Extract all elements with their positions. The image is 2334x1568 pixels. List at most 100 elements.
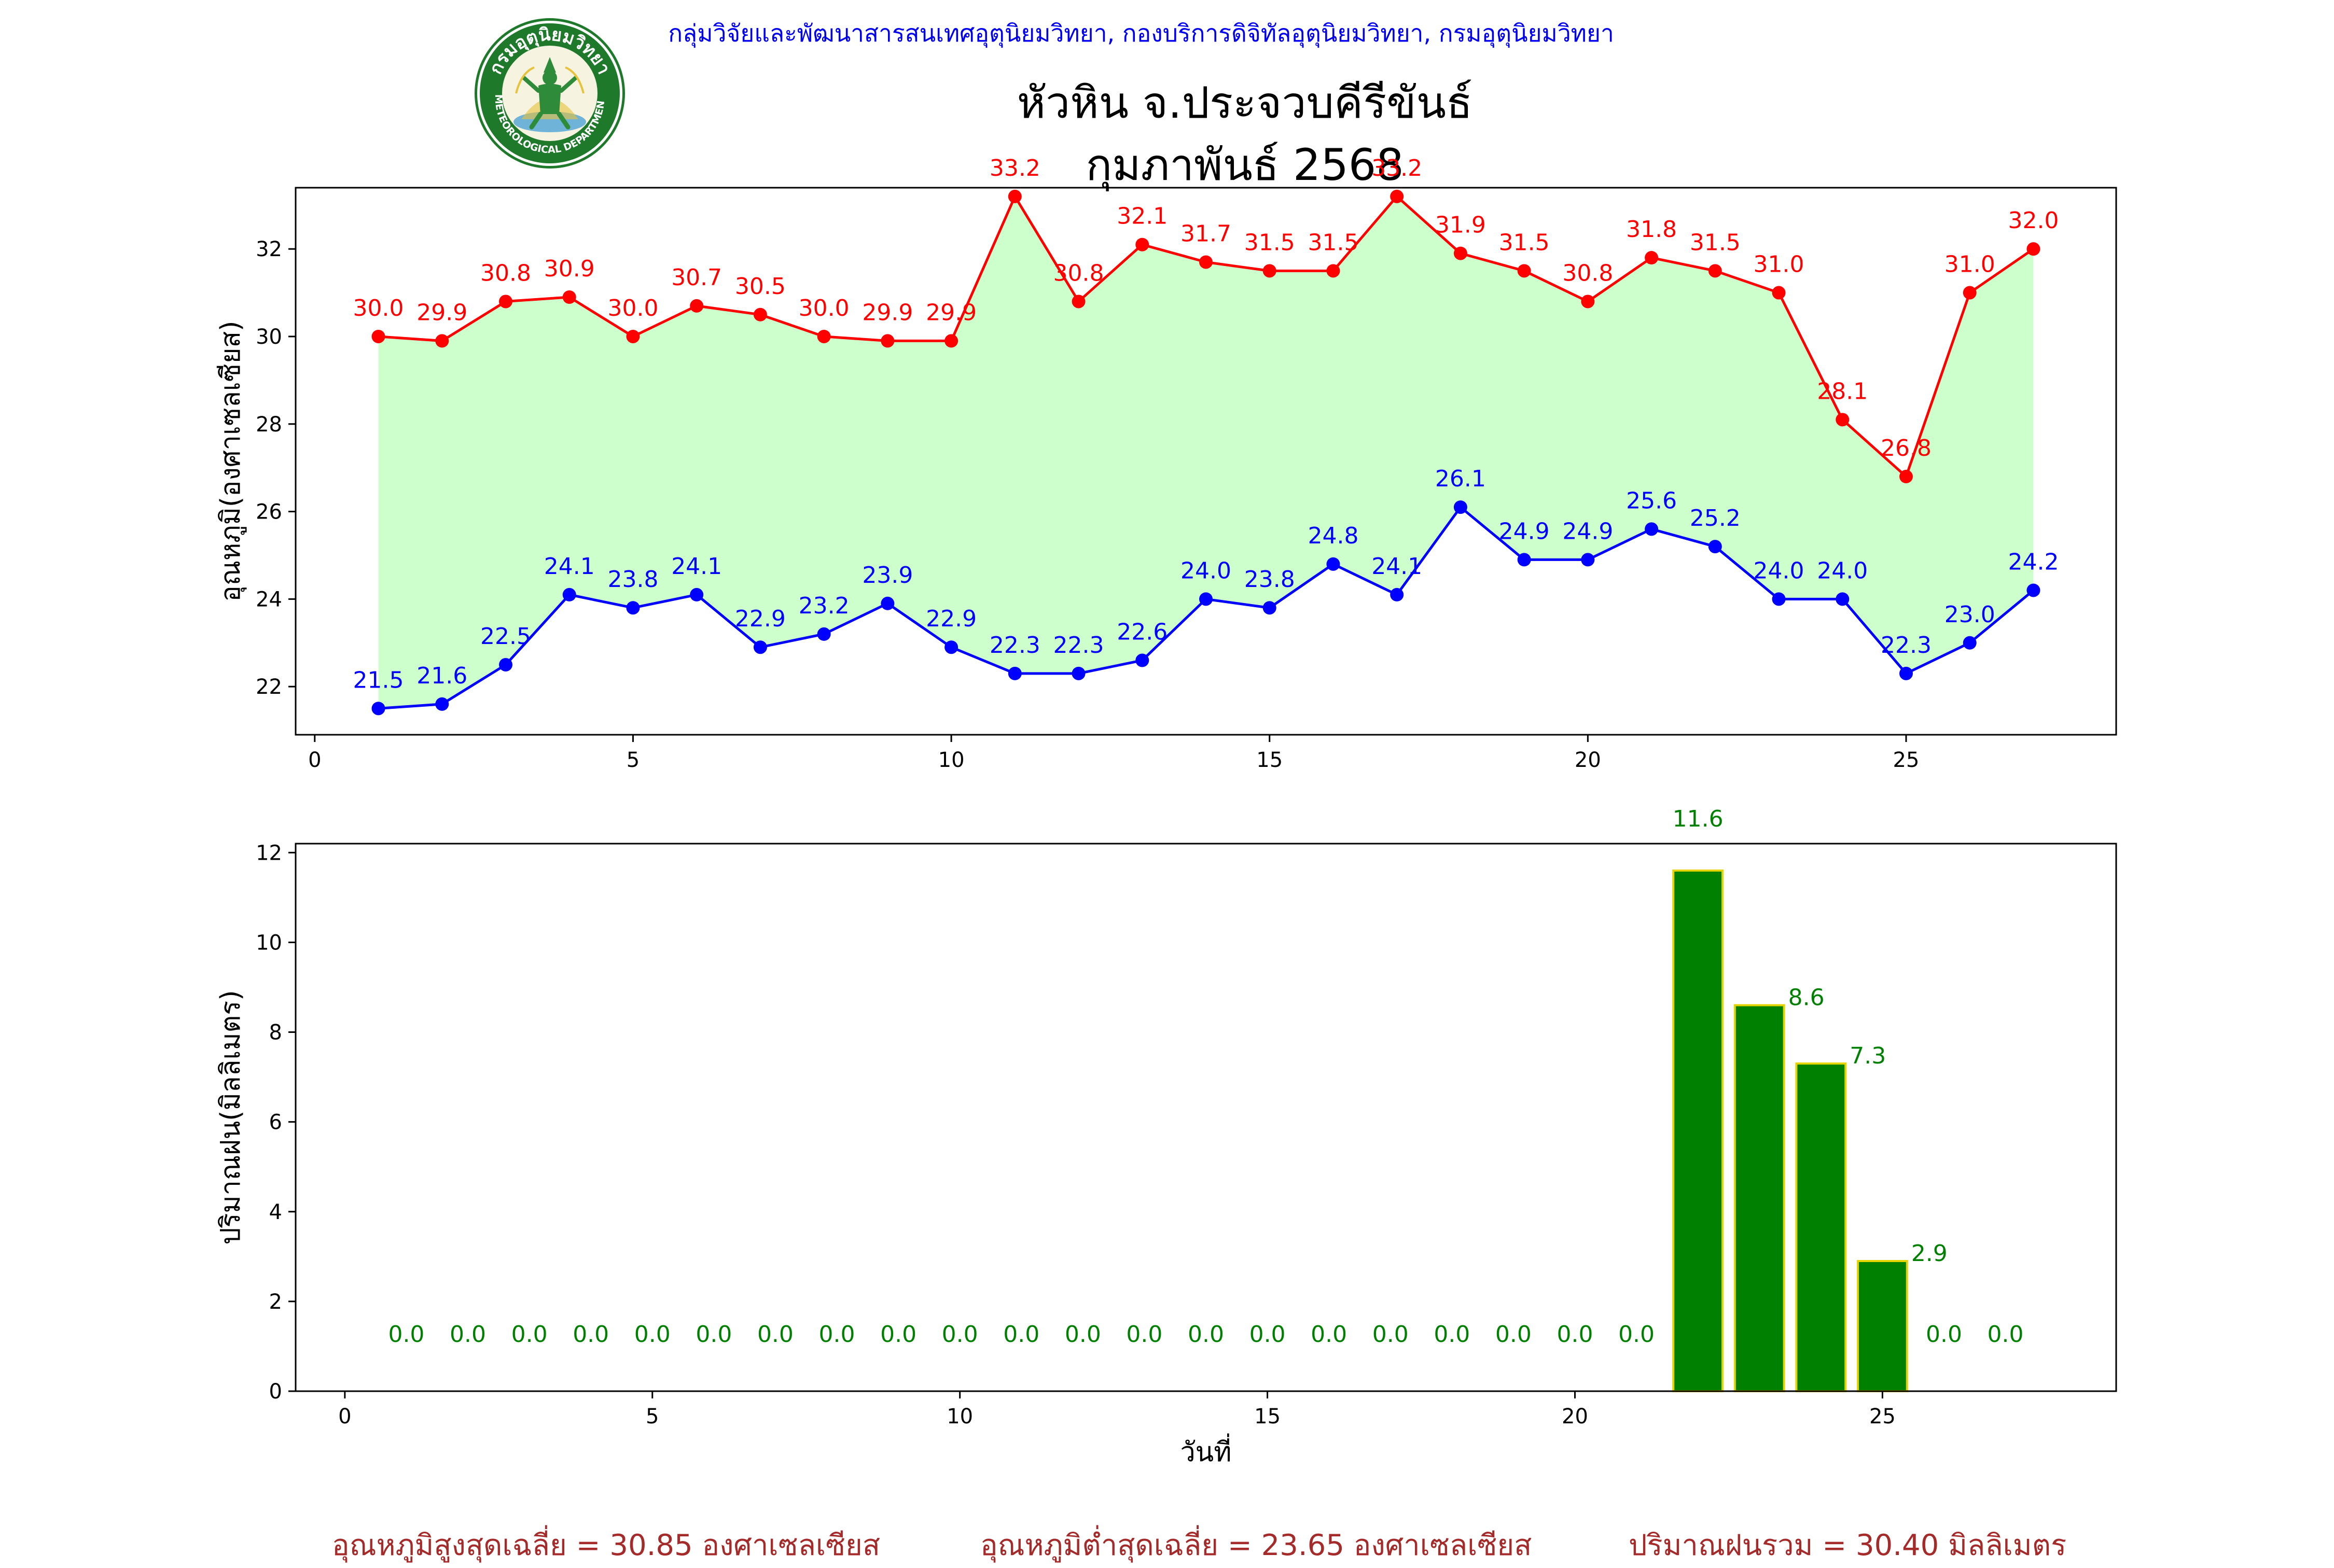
max-temp-point	[753, 307, 767, 321]
rain-data-label: 2.9	[1911, 1240, 1948, 1267]
min-temp-data-label: 24.0	[1754, 557, 1804, 584]
max-temp-data-label: 31.5	[1499, 229, 1550, 256]
min-temp-data-label: 23.9	[862, 562, 913, 589]
min-temp-data-label: 23.8	[1244, 566, 1295, 593]
min-temp-point	[1836, 592, 1850, 606]
max-temp-point	[1326, 264, 1340, 278]
min-temp-point	[1772, 592, 1786, 606]
min-temp-point	[1963, 636, 1977, 650]
min-temp-data-label: 22.9	[926, 606, 977, 632]
max-temp-data-label: 29.9	[862, 299, 913, 326]
max-temp-point	[499, 295, 512, 309]
max-temp-point	[435, 334, 449, 348]
rain-data-label: 0.0	[573, 1321, 609, 1348]
rain-y-tick-label: 12	[256, 841, 282, 865]
min-temp-point	[1072, 666, 1086, 680]
rain-data-label: 0.0	[1126, 1321, 1162, 1348]
max-temp-point	[1772, 286, 1786, 300]
min-temp-point	[1199, 592, 1213, 606]
min-temp-point	[881, 596, 895, 610]
max-temp-data-label: 30.0	[799, 295, 850, 321]
temp-y-tick-label: 22	[256, 675, 282, 699]
logo-seal-icon: กรมอุตุนิยมวิทยา METEOROLOGICAL DEPARTME…	[469, 7, 625, 169]
temp-x-tick-label: 25	[1893, 748, 1920, 772]
rain-data-label: 11.6	[1673, 806, 1724, 832]
rain-data-label: 0.0	[1372, 1321, 1409, 1348]
max-temp-data-label: 30.9	[544, 256, 595, 282]
temp-x-tick-label: 10	[938, 748, 965, 772]
max-temp-point	[1072, 295, 1086, 309]
max-temp-data-label: 30.8	[1562, 260, 1613, 286]
max-temp-data-label: 31.5	[1308, 229, 1358, 256]
total-rain-summary: ปริมาณฝนรวม = 30.40 มิลลิเมตร	[1629, 1529, 2067, 1562]
rain-y-tick-label: 8	[269, 1021, 282, 1045]
temp-plot-frame	[295, 187, 2117, 736]
max-temp-point	[1581, 295, 1595, 309]
min-temp-point	[1008, 666, 1022, 680]
rain-x-tick-label: 25	[1869, 1405, 1896, 1429]
max-temp-data-label: 30.8	[1053, 260, 1104, 286]
rain-data-label: 0.0	[634, 1321, 671, 1348]
min-temp-point	[626, 601, 640, 615]
rain-data-label: 0.0	[1065, 1321, 1101, 1348]
min-temp-point	[1517, 553, 1531, 567]
min-temp-data-label: 21.5	[353, 667, 404, 693]
rain-x-tick-label: 5	[646, 1405, 659, 1429]
rain-data-label: 0.0	[388, 1321, 424, 1348]
max-temp-point	[562, 290, 576, 304]
min-temp-point	[371, 702, 385, 716]
min-temp-data-label: 22.3	[990, 632, 1040, 659]
rainfall-chart: 0.0 0.0 0.0 0.0 0.0 0.0 0.0 0.0 0.0 0.0 0.0 0.0 0.0 0…	[215, 806, 2117, 1468]
min-temp-data-label: 24.8	[1308, 523, 1358, 549]
min-temp-data-label: 24.9	[1562, 518, 1613, 544]
max-temp-data-label: 33.2	[1371, 155, 1422, 181]
max-temp-point	[817, 329, 831, 343]
min-temp-data-label: 25.6	[1626, 487, 1677, 514]
rain-data-label: 0.0	[1926, 1321, 1962, 1348]
department-name: กลุ่มวิจัยและพัฒนาสารสนเทศอุตุนิยมวิทยา,…	[668, 19, 1614, 47]
rain-data-label: 0.0	[511, 1321, 548, 1348]
rain-y-tick-label: 10	[256, 931, 282, 955]
min-temp-data-label: 23.2	[799, 593, 850, 619]
rain-data-label: 0.0	[1003, 1321, 1039, 1348]
max-temp-point	[944, 334, 958, 348]
rain-bar	[1856, 1259, 1908, 1392]
max-temp-data-label: 31.5	[1690, 229, 1741, 256]
rain-data-label: 0.0	[1188, 1321, 1224, 1348]
temperature-chart: 0 5 10 15 20 25 22 24 26 28 30 32 อุณหภูมิ(องศาเซลเซ…	[215, 155, 2117, 772]
temp-x-tick-label: 20	[1575, 748, 1601, 772]
rain-y-axis-label: ปริมาณฝน(มิลลิเมตร)	[215, 990, 246, 1244]
min-temp-point	[1453, 500, 1467, 514]
max-temp-data-label: 32.0	[2008, 207, 2059, 234]
max-temp-point	[1963, 286, 1977, 300]
min-temp-point	[753, 640, 767, 654]
max-temp-data-label: 26.8	[1881, 435, 1932, 461]
rain-x-axis-label: วันที่	[1180, 1433, 1231, 1468]
rain-data-label: 0.0	[696, 1321, 732, 1348]
max-temp-point	[2026, 242, 2040, 256]
min-temp-point	[1899, 666, 1913, 680]
rain-y-tick-label: 6	[269, 1111, 282, 1135]
min-temp-data-label: 22.3	[1053, 632, 1104, 659]
min-temp-data-label: 22.3	[1881, 632, 1932, 659]
max-temp-data-label: 30.8	[480, 260, 531, 286]
avg-min-temp-summary: อุณหภูมิต่ำสุดเฉลี่ย = 23.65 องศาเซลเซีย…	[980, 1529, 1532, 1562]
max-temp-point	[626, 329, 640, 343]
min-temp-data-label: 25.2	[1690, 505, 1741, 531]
rain-bar	[1672, 869, 1724, 1392]
min-temp-data-label: 22.5	[480, 623, 531, 650]
min-temp-point	[1262, 601, 1276, 615]
temp-y-tick-label: 32	[256, 237, 282, 261]
rain-plot-frame	[295, 843, 2117, 1392]
min-temp-data-label: 24.2	[2008, 549, 2059, 575]
min-temp-point	[1645, 522, 1659, 536]
max-temp-data-label: 30.0	[353, 295, 404, 321]
rain-data-label: 0.0	[1495, 1321, 1532, 1348]
rain-data-label: 0.0	[880, 1321, 916, 1348]
max-temp-data-label: 31.0	[1754, 251, 1804, 278]
temp-x-tick-label: 5	[627, 748, 640, 772]
rain-data-label: 0.0	[1618, 1321, 1655, 1348]
max-temp-point	[1517, 264, 1531, 278]
temp-y-tick-label: 28	[256, 413, 282, 437]
